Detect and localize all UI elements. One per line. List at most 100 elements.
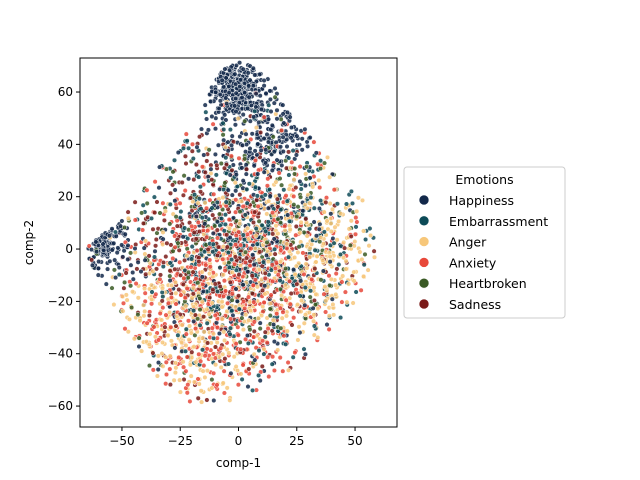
scatter-point [243,171,249,177]
scatter-point [176,287,182,293]
scatter-point [261,346,267,352]
scatter-point [109,226,115,232]
scatter-point [195,376,201,382]
scatter-point [89,262,96,268]
scatter-point [298,194,304,200]
scatter-point [189,256,195,262]
scatter-point [258,129,264,136]
scatter-point [209,325,215,331]
scatter-point [267,306,273,312]
scatter-point [222,180,228,186]
scatter-point [198,358,204,364]
scatter-point [284,109,290,115]
scatter-point [259,312,265,319]
scatter-point [298,219,304,225]
scatter-point [223,117,229,123]
scatter-point [242,305,248,312]
scatter-point [173,214,179,220]
scatter-point [225,148,231,154]
scatter-point [165,332,171,338]
scatter-point [232,242,239,248]
scatter-point [156,337,162,343]
scatter-point [219,299,225,305]
scatter-point [265,219,271,225]
scatter-point [303,216,309,222]
scatter-point [249,131,255,137]
scatter-point [188,373,194,379]
scatter-point [279,315,285,321]
scatter-point [175,149,181,156]
scatter-point [233,108,239,115]
scatter-point [339,279,345,285]
scatter-point [321,229,327,235]
scatter-point [111,267,117,273]
scatter-point [176,354,182,361]
scatter-point [285,212,291,218]
scatter-point [305,143,311,149]
scatter-point [266,198,272,204]
scatter-point [86,243,92,249]
scatter-point [186,176,192,182]
scatter-point [244,141,250,148]
x-tick-label: −25 [168,434,193,448]
scatter-point [172,233,178,239]
scatter-point [318,198,324,204]
scatter-point [201,249,208,255]
scatter-point [246,94,252,100]
scatter-point [190,285,196,291]
scatter-point [266,187,273,193]
scatter-point [220,380,226,386]
scatter-point [320,241,327,247]
scatter-point [246,366,252,372]
scatter-point [286,172,292,178]
scatter-point [251,328,257,334]
scatter-point [297,330,303,336]
scatter-point [157,164,163,170]
scatter-point [122,326,128,332]
scatter-point [243,162,249,168]
scatter-point [269,262,275,268]
scatter-point [320,268,326,274]
scatter-point [199,215,205,221]
scatter-point [289,159,295,165]
scatter-point [167,260,173,266]
scatter-point [212,344,219,350]
scatter-point [371,248,377,254]
scatter-point [177,200,183,206]
scatter-point [113,233,119,239]
scatter-point [163,254,169,260]
scatter-point [230,312,236,318]
scatter-point [142,286,148,292]
scatter-point [316,177,322,183]
scatter-point [168,175,174,181]
scatter-point [233,267,239,273]
scatter-point [254,193,260,199]
scatter-point [293,223,299,230]
scatter-point [253,91,259,97]
scatter-point [132,199,138,205]
scatter-point [315,334,321,341]
scatter-point [160,200,166,206]
scatter-point [156,185,162,191]
scatter-point [144,200,150,206]
scatter-point [177,377,183,383]
scatter-point [132,245,138,252]
scatter-point [256,347,262,354]
scatter-point [289,322,295,328]
scatter-point [359,256,365,263]
scatter-point [284,245,290,251]
scatter-point [197,295,203,301]
scatter-point [182,295,188,301]
scatter-point [285,367,292,373]
y-tick-label: 40 [58,137,73,151]
scatter-point [210,249,216,255]
scatter-point [291,267,297,273]
scatter-point [95,272,101,278]
scatter-point [267,96,273,102]
scatter-point [265,326,271,332]
scatter-point [232,254,238,260]
scatter-point [262,283,268,289]
scatter-point [307,135,313,141]
scatter-point [327,259,333,265]
scatter-point [200,368,206,374]
